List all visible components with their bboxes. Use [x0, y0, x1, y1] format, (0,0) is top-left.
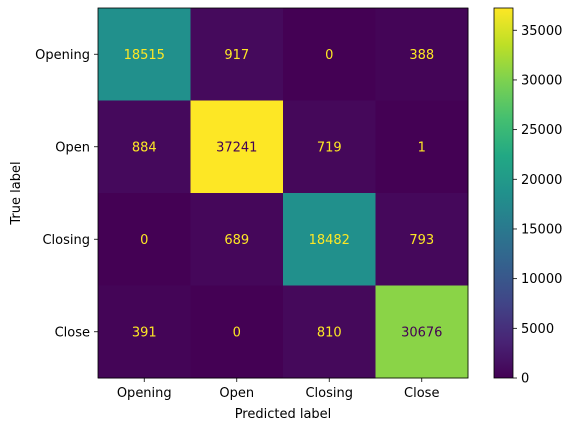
y-tick-label: Closing [42, 233, 90, 248]
colorbar-tick-label: 20000 [521, 173, 562, 188]
y-tick-label: Close [55, 325, 90, 340]
x-axis-ticks: Opening Open Closing Close [117, 378, 440, 401]
colorbar-tick-label: 30000 [521, 73, 562, 88]
y-axis-label: True label [9, 161, 24, 225]
colorbar-tick-label: 10000 [521, 272, 562, 287]
cell-value-label: 1 [418, 140, 426, 155]
cell-value-label: 719 [317, 140, 342, 155]
x-tick-label: Close [404, 386, 439, 401]
colorbar-tick-label: 25000 [521, 123, 562, 138]
x-tick-label: Closing [305, 386, 353, 401]
cell-value-label: 391 [132, 325, 157, 340]
cell-value-label: 0 [325, 48, 333, 63]
cell-value-label: 917 [224, 48, 249, 63]
y-axis-ticks: Opening Open Closing Close [35, 48, 98, 341]
y-tick-label: Opening [35, 48, 90, 63]
cell-value-label: 388 [409, 48, 434, 63]
cell-value-label: 884 [132, 140, 157, 155]
cell-value-label: 0 [140, 233, 148, 248]
cell-value-label: 810 [317, 325, 342, 340]
cell-value-label: 689 [224, 233, 249, 248]
colorbar-tick-label: 0 [521, 372, 529, 387]
colorbar-tick-label: 35000 [521, 24, 562, 39]
cell-value-label: 37241 [216, 140, 257, 155]
colorbar [494, 8, 513, 378]
colorbar-ticks: 0 5000 10000 15000 20000 25000 30000 35000 [513, 24, 562, 387]
x-tick-label: Open [219, 386, 254, 401]
colorbar-tick-label: 5000 [521, 322, 554, 337]
cell-value-label: 18515 [124, 48, 165, 63]
cell-value-label: 18482 [309, 233, 350, 248]
cell-value-label: 793 [409, 233, 434, 248]
x-tick-label: Opening [117, 386, 172, 401]
cell-value-label: 30676 [401, 325, 442, 340]
colorbar-tick-label: 15000 [521, 222, 562, 237]
heatmap-cells [98, 8, 469, 379]
y-tick-label: Open [55, 140, 90, 155]
x-axis-label: Predicted label [235, 407, 332, 422]
cell-value-label: 0 [233, 325, 241, 340]
